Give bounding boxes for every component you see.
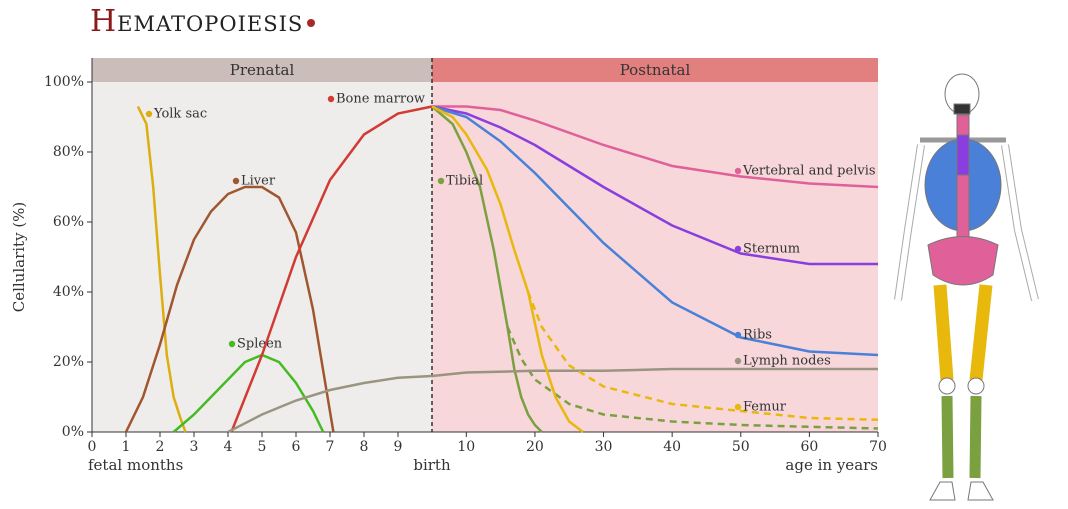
y-tick-label: 0% — [62, 424, 84, 440]
x-tick-label: 20 — [526, 439, 544, 455]
x-tick-label: 4 — [224, 439, 233, 455]
y-tick-label: 60% — [53, 214, 84, 230]
x-tick-label: 40 — [663, 439, 681, 455]
y-tick-label: 40% — [53, 284, 84, 300]
x-tick-label: 5 — [258, 439, 267, 455]
postnatal-label: Postnatal — [620, 61, 691, 79]
x-tick-label: 60 — [800, 439, 818, 455]
x-tick-label: 70 — [869, 439, 887, 455]
series-label: Vertebral and pelvis — [742, 164, 876, 179]
label-dot — [735, 358, 741, 364]
x-label: fetal months — [88, 456, 183, 474]
series-label: Tibial — [446, 174, 483, 189]
y-axis-label: Cellularity (%) — [10, 202, 28, 313]
x-tick-label: 10 — [457, 439, 475, 455]
x-tick-label: 6 — [292, 439, 301, 455]
postnatal-area — [432, 82, 878, 432]
x-tick-label: 2 — [156, 439, 165, 455]
y-tick-label: 100% — [44, 74, 84, 90]
prenatal-label: Prenatal — [230, 61, 295, 79]
label-dot — [735, 168, 741, 174]
label-dot — [735, 332, 741, 338]
label-dot — [438, 178, 444, 184]
label-dot — [229, 341, 235, 347]
y-tick-label: 80% — [53, 144, 84, 160]
x-label: age in years — [785, 456, 878, 474]
x-tick-label: 3 — [190, 439, 199, 455]
series-label: Yolk sac — [153, 107, 207, 122]
label-dot — [233, 178, 239, 184]
x-tick-label: 8 — [360, 439, 369, 455]
label-dot — [146, 111, 152, 117]
skeleton — [898, 74, 1035, 500]
label-dot — [328, 96, 334, 102]
y-tick-label: 20% — [53, 354, 84, 370]
label-dot — [735, 404, 741, 410]
x-tick-label: 7 — [326, 439, 335, 455]
x-tick-label: 1 — [122, 439, 131, 455]
x-tick-label: 9 — [394, 439, 403, 455]
series-label: Femur — [743, 400, 787, 415]
x-tick-label: 30 — [595, 439, 613, 455]
chart: Prenatal Postnatal 0% 20% 40% 60% 80% 100% Cellu… — [0, 0, 1068, 509]
x-tick-label: 0 — [88, 439, 97, 455]
birth-label: birth — [413, 456, 451, 474]
x-tick-label: 50 — [732, 439, 750, 455]
series-label: Spleen — [237, 337, 283, 352]
page: {"chart_data":{"type":"line","title":"He… — [0, 0, 1068, 509]
series-label: Bone marrow — [336, 92, 425, 107]
series-label: Liver — [241, 174, 276, 189]
label-dot — [735, 246, 741, 252]
series-label: Sternum — [743, 242, 800, 257]
series-label: Ribs — [743, 328, 772, 343]
series-label: Lymph nodes — [743, 354, 831, 369]
